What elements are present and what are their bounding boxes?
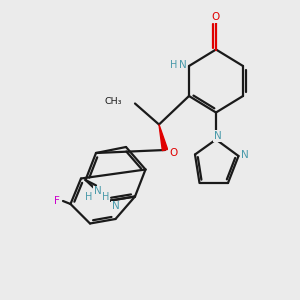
Text: O: O (212, 12, 220, 22)
Text: N: N (178, 60, 186, 70)
Text: N: N (214, 131, 221, 141)
Text: H: H (102, 192, 110, 203)
Text: F: F (54, 196, 60, 206)
Text: N: N (94, 186, 101, 197)
Text: H: H (170, 60, 178, 70)
Text: N: N (241, 149, 249, 160)
Text: O: O (169, 148, 178, 158)
Text: CH₃: CH₃ (105, 98, 122, 106)
Text: H: H (85, 192, 93, 203)
Polygon shape (159, 124, 168, 151)
Text: N: N (112, 201, 119, 212)
